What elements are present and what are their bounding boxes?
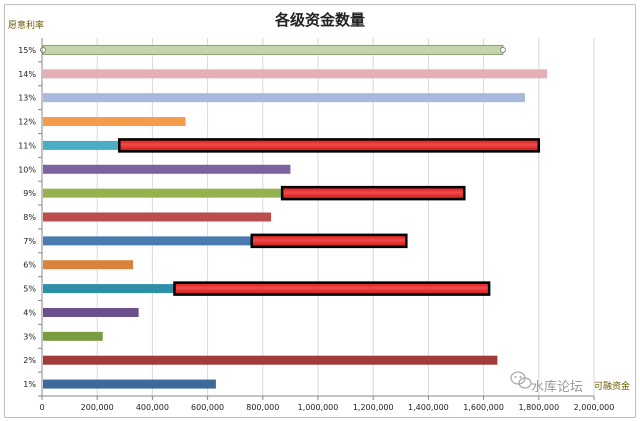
redaction-overlay (173, 281, 491, 296)
x-tick-label: 2,000,000 (574, 403, 615, 412)
x-tick-label: 1,400,000 (408, 403, 449, 412)
bar-12pct[interactable] (43, 117, 186, 127)
bars (40, 44, 548, 389)
y-tick-label: 8% (23, 213, 36, 222)
x-tick-label: 0 (39, 403, 44, 412)
y-tick-label: 6% (23, 261, 36, 270)
x-tick-label: 1,000,000 (298, 403, 339, 412)
bar-13pct[interactable] (43, 93, 525, 103)
y-tick-label: 3% (23, 332, 36, 341)
y-tick-label: 10% (18, 165, 36, 174)
y-tick-label: 7% (23, 237, 36, 246)
y-axis-label: 愿意利率 (8, 19, 44, 31)
y-tick-label: 5% (23, 285, 36, 294)
bar-6pct[interactable] (43, 260, 134, 270)
y-tick-label: 2% (23, 356, 36, 365)
bar-15pct[interactable] (42, 44, 504, 55)
chart-title: 各级资金数量 (274, 11, 365, 29)
y-tick-label: 13% (18, 94, 36, 103)
bar-3pct[interactable] (43, 331, 103, 341)
x-tick-labels: 0 200,000 400,000 600,000 800,000 1,000,000 1,… (39, 403, 614, 412)
redaction-overlays (118, 138, 541, 296)
x-tick-label: 1,600,000 (463, 403, 504, 412)
y-tick-label: 12% (18, 118, 36, 127)
x-axis-label: 可融资金 (594, 380, 630, 392)
x-tick-label: 1,800,000 (518, 403, 559, 412)
bar-8pct[interactable] (43, 212, 272, 222)
redaction-overlay (250, 233, 408, 249)
y-tick-label: 11% (18, 141, 36, 150)
redaction-overlay (280, 185, 466, 201)
bar-1pct[interactable] (43, 379, 216, 389)
wechat-icon (510, 371, 532, 389)
watermark: 水库论坛 (510, 371, 583, 395)
y-tick-label: 15% (18, 46, 36, 55)
x-tick-label: 1,200,000 (353, 403, 394, 412)
x-tick-label: 200,000 (81, 403, 114, 412)
redaction-overlay (118, 138, 541, 153)
y-tick-labels: 1% 2% 3% 4% 5% 6% 7% 8% 9% 10% 11% 12% 13% 14% 15% (18, 46, 42, 397)
bar-10pct[interactable] (43, 164, 291, 174)
bar-14pct[interactable] (43, 69, 548, 79)
bar-4pct[interactable] (43, 307, 139, 317)
x-tick-label: 400,000 (136, 403, 169, 412)
selection-handle[interactable] (40, 47, 46, 53)
bar-7pct[interactable] (43, 236, 407, 246)
selection-handle[interactable] (500, 47, 506, 53)
watermark-text: 水库论坛 (531, 379, 583, 395)
bar-2pct[interactable] (43, 355, 498, 365)
bar-9pct[interactable] (43, 188, 465, 198)
y-tick-label: 4% (23, 308, 36, 317)
y-tick-label: 14% (18, 70, 36, 79)
x-tick-label: 600,000 (191, 403, 224, 412)
y-tick-label: 9% (23, 189, 36, 198)
x-tick-label: 800,000 (246, 403, 279, 412)
y-tick-label: 1% (23, 380, 36, 389)
